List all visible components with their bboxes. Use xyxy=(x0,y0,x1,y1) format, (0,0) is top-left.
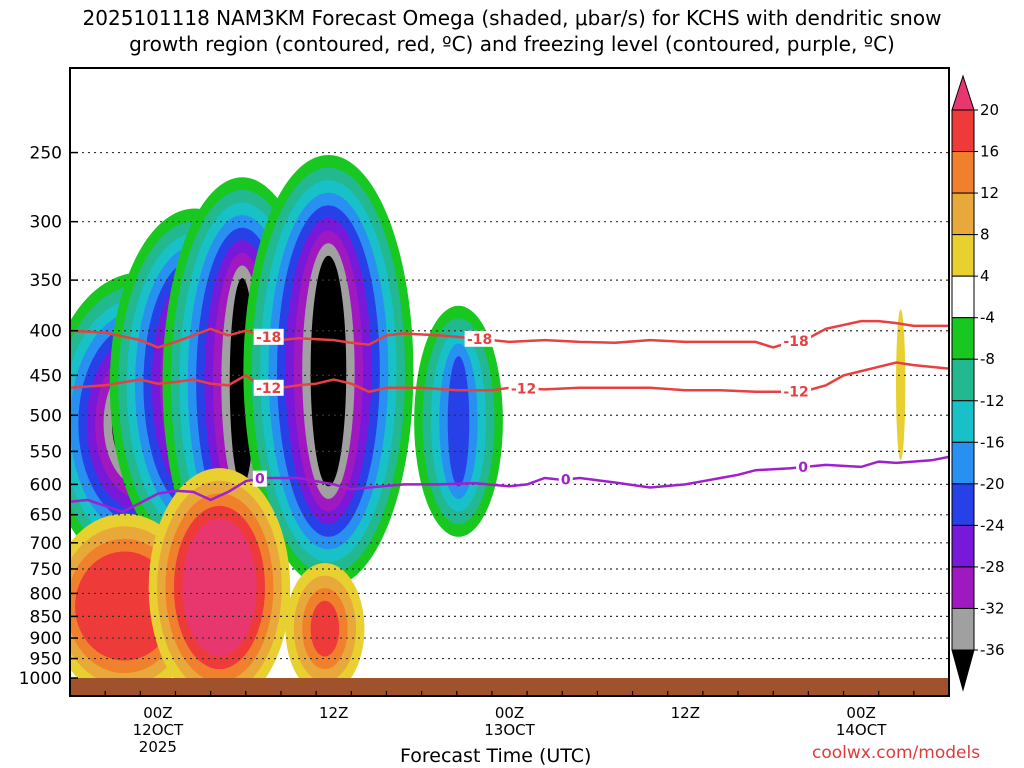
colorbar-box-5 xyxy=(951,317,975,360)
y-tick-label-850: 850 xyxy=(30,607,62,627)
y-tick-label-300: 300 xyxy=(30,213,62,233)
x-tick-label-4-1: 14OCT xyxy=(836,721,887,739)
colorbar-label-10: -24 xyxy=(980,516,1005,534)
colorbar-box-4 xyxy=(951,275,975,319)
contour-label-bg-dgz_upper-2 xyxy=(781,332,812,349)
colorbar-label-9: -20 xyxy=(980,475,1005,493)
omega-shade-omega_ascent_core_4 xyxy=(310,255,347,487)
contour-dgz_upper xyxy=(70,319,949,349)
colorbar-box-8 xyxy=(951,441,975,485)
colorbar-label-7: -12 xyxy=(980,392,1005,410)
colorbar-box-9 xyxy=(951,483,975,526)
contour-label-freezing_level-2: 0 xyxy=(798,460,808,476)
ground-layer xyxy=(70,678,949,696)
colorbar-tip-top xyxy=(951,74,975,111)
contour-label-dgz_upper-2: -18 xyxy=(783,334,808,350)
colorbar-box-7 xyxy=(951,400,975,443)
y-tick-label-600: 600 xyxy=(30,475,62,495)
y-tick-label-900: 900 xyxy=(30,629,62,649)
contour-label-bg-freezing_level-0 xyxy=(252,470,267,487)
x-tick-label-0-1: 12OCT xyxy=(133,721,184,739)
y-tick-label-400: 400 xyxy=(30,322,62,342)
contour-label-freezing_level-0: 0 xyxy=(255,472,265,488)
x-tick-label-3-0: 12Z xyxy=(671,704,700,722)
y-tick-label-950: 950 xyxy=(30,650,62,670)
y-tick-label-800: 800 xyxy=(30,584,62,604)
y-tick-label-550: 550 xyxy=(30,442,62,462)
contour-label-bg-dgz_upper-0 xyxy=(253,328,284,345)
y-tick-label-1000: 1000 xyxy=(19,669,62,689)
colorbar-box-10 xyxy=(951,524,975,568)
colorbar-label-3: 8 xyxy=(980,226,990,244)
contour-label-bg-dgz_lower-2 xyxy=(781,383,812,400)
omega-shading xyxy=(70,155,906,696)
contour-freezing_level xyxy=(70,455,949,514)
y-axis: 2503003504004505005506006507007508008509… xyxy=(19,144,78,689)
colorbar-box-11 xyxy=(951,566,975,609)
x-tick-label-2-0: 00Z xyxy=(495,704,524,722)
omega-shade-omega_ascent_band_east xyxy=(447,356,470,487)
colorbar-label-1: 16 xyxy=(980,143,999,161)
contour-label-dgz_lower-1: -12 xyxy=(511,381,536,397)
x-tick-label-0-0: 00Z xyxy=(143,704,172,722)
y-tick-label-700: 700 xyxy=(30,534,62,554)
colorbar-label-2: 12 xyxy=(980,184,999,202)
contour-label-bg-dgz_lower-0 xyxy=(253,379,284,396)
colorbar-label-4: 4 xyxy=(980,267,990,285)
colorbar-box-6 xyxy=(951,358,975,402)
colorbar-label-0: 20 xyxy=(980,101,999,119)
chart-title-line-2: growth region (contoured, red, ºC) and f… xyxy=(129,32,895,56)
y-tick-label-250: 250 xyxy=(30,144,62,164)
colorbar-label-8: -16 xyxy=(980,433,1005,451)
omega-shade-omega_descent_12z xyxy=(310,600,340,657)
colorbar-box-3 xyxy=(951,234,975,277)
credit-link[interactable]: coolwx.com/models xyxy=(812,743,981,763)
colorbar-tip-bottom xyxy=(951,649,975,692)
contour-label-bg-dgz_upper-1 xyxy=(464,330,495,347)
chart-title-line-1: 2025101118 NAM3KM Forecast Omega (shaded… xyxy=(82,6,942,30)
contour-dgz_lower xyxy=(70,361,949,394)
y-tick-label-350: 350 xyxy=(30,271,62,291)
colorbar-label-5: -4 xyxy=(980,309,995,327)
temperature-contours: -18 -18 -18 -12 -12 -12 0 0 0 xyxy=(70,319,949,514)
x-axis-title: Forecast Time (UTC) xyxy=(400,745,592,767)
y-tick-label-450: 450 xyxy=(30,366,62,386)
contour-label-bg-freezing_level-1 xyxy=(558,471,573,488)
x-tick-label-2-1: 13OCT xyxy=(484,721,535,739)
contour-label-dgz_upper-1: -18 xyxy=(467,332,492,348)
x-tick-label-4-0: 00Z xyxy=(846,704,875,722)
grid-lines xyxy=(70,151,949,660)
y-tick-label-650: 650 xyxy=(30,506,62,526)
contour-label-dgz_lower-0: -12 xyxy=(256,381,281,397)
contour-label-dgz_upper-0: -18 xyxy=(256,330,281,346)
x-tick-label-0-2: 2025 xyxy=(139,738,177,756)
x-tick-label-1-0: 12Z xyxy=(319,704,348,722)
colorbar-box-12 xyxy=(951,607,975,651)
contour-label-dgz_lower-2: -12 xyxy=(783,384,808,400)
plot-frame xyxy=(69,67,950,697)
colorbar: 20 16 12 8 4 -4 -8 -12 -16 -20 -24 -28 -32 -36 xyxy=(951,74,1005,692)
contour-label-bg-dgz_lower-1 xyxy=(508,380,539,397)
y-tick-label-750: 750 xyxy=(30,560,62,580)
colorbar-label-12: -32 xyxy=(980,599,1005,617)
colorbar-box-1 xyxy=(951,151,975,194)
contour-label-freezing_level-1: 0 xyxy=(561,473,571,489)
omega-shade-omega_descent_tall_east xyxy=(896,309,906,461)
colorbar-label-11: -28 xyxy=(980,558,1005,576)
contour-label-bg-freezing_level-2 xyxy=(796,459,811,476)
colorbar-label-13: -36 xyxy=(980,641,1005,659)
colorbar-box-2 xyxy=(951,192,975,236)
colorbar-label-6: -8 xyxy=(980,350,995,368)
y-tick-label-500: 500 xyxy=(30,406,62,426)
omega-shade-omega_descent_center xyxy=(182,518,257,657)
colorbar-box-0 xyxy=(951,109,975,153)
